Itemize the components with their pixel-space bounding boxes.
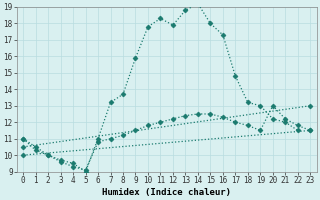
X-axis label: Humidex (Indice chaleur): Humidex (Indice chaleur) — [102, 188, 231, 197]
